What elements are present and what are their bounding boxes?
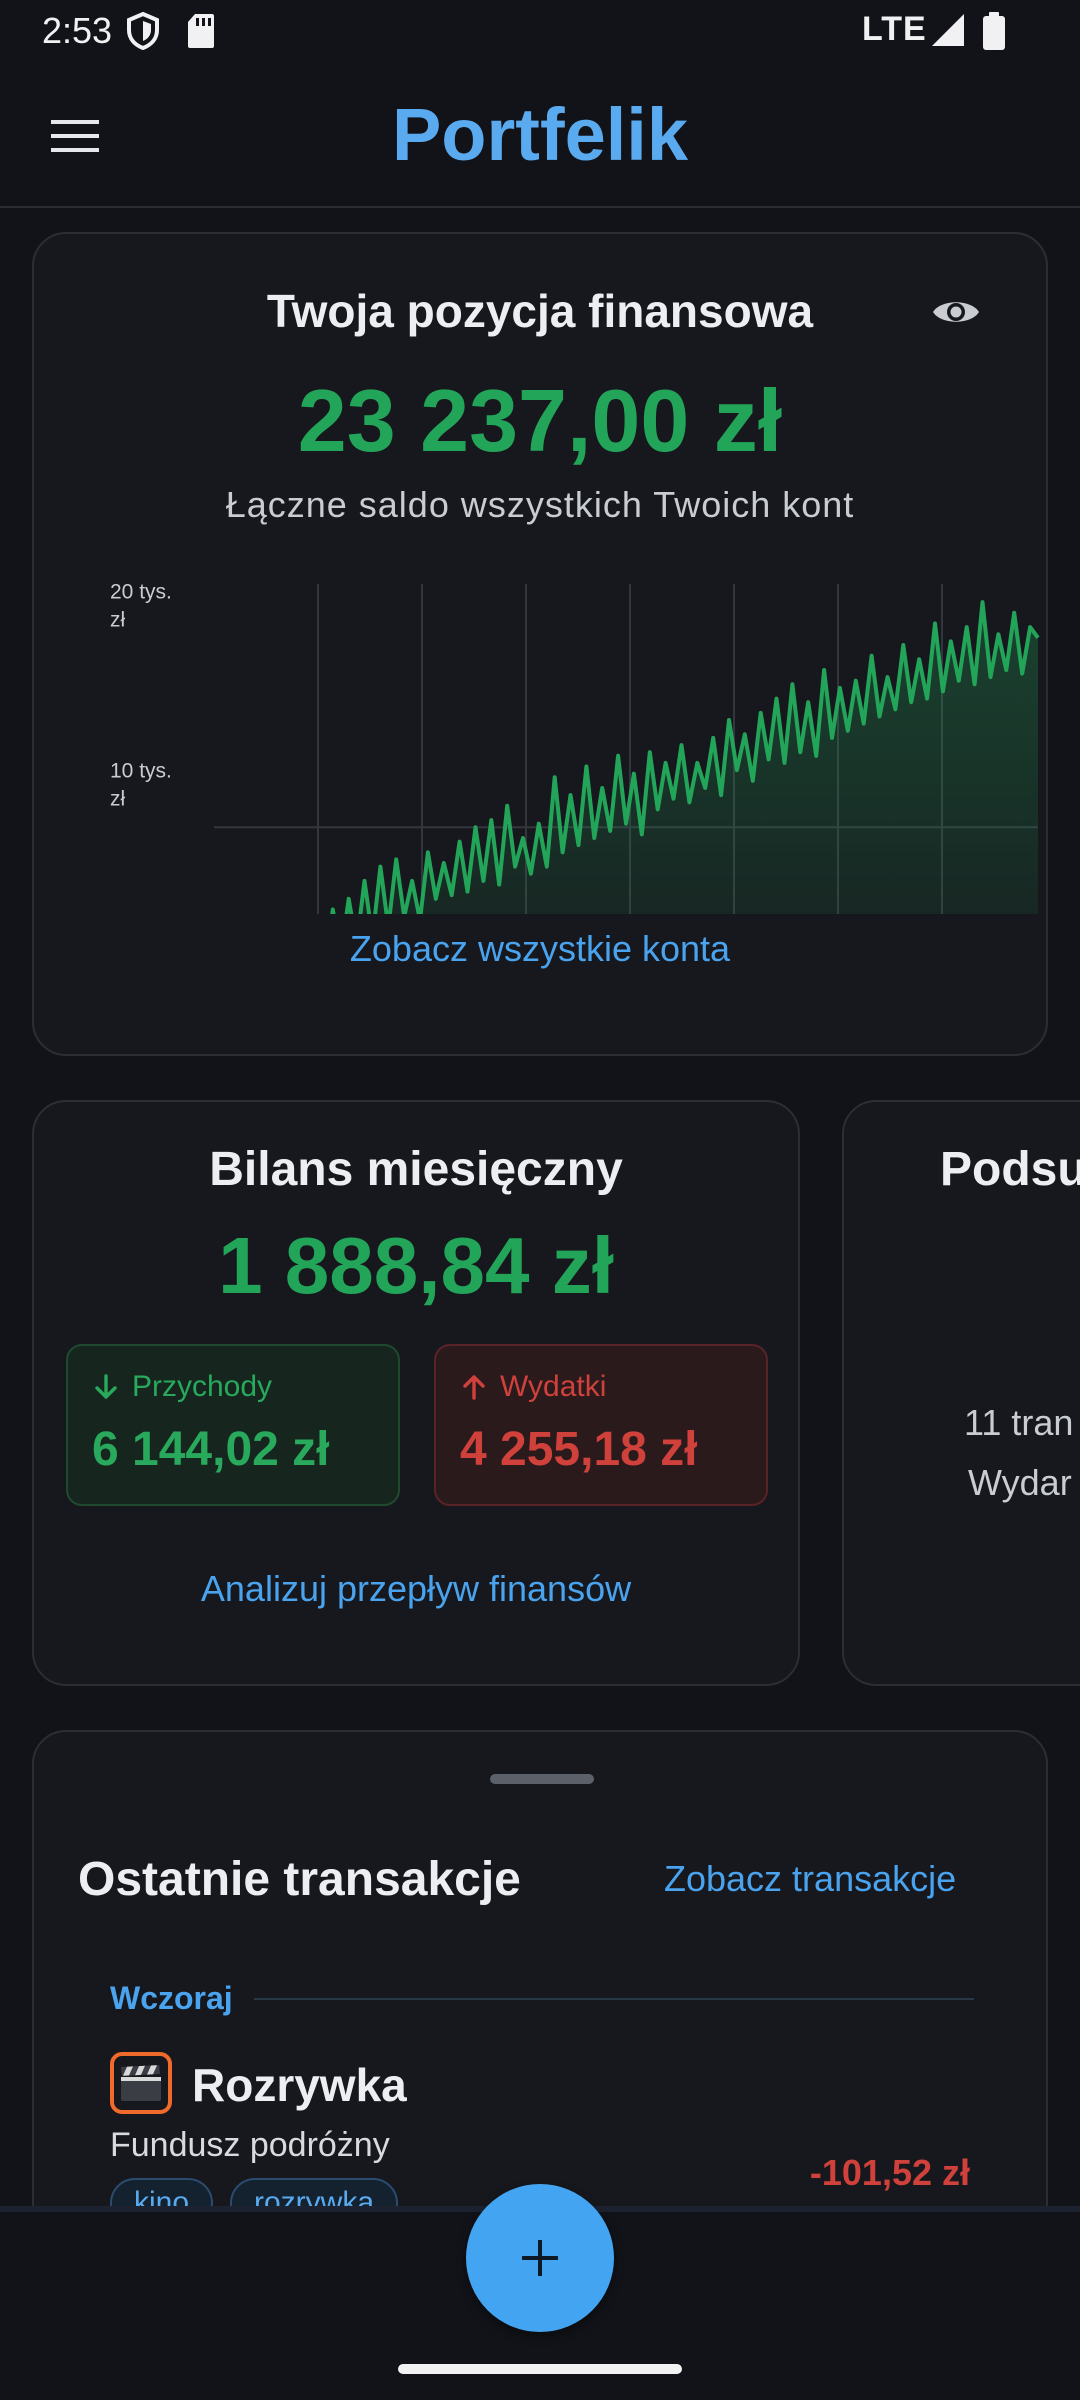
expense-box[interactable]: Wydatki 4 255,18 zł [434,1344,768,1506]
see-all-accounts-link[interactable]: Zobacz wszystkie konta [349,928,731,969]
status-time: 2:53 [42,10,113,51]
app-title: Portfelik [391,93,689,176]
transaction-amount: -101,52 zł [809,2152,970,2193]
sdcard-icon [186,12,216,55]
app-bar: Portfelik [0,64,1080,208]
date-divider [254,1998,974,2000]
drag-handle[interactable] [490,1774,594,1784]
home-indicator[interactable] [398,2364,682,2374]
balance-subtitle: Łączne saldo wszystkich Twoich kont [225,484,855,525]
summary-title: Podsu [940,1143,1080,1196]
financial-position-title: Twoja pozycja finansowa [266,285,814,337]
hamburger-menu-icon [51,120,99,152]
monthly-balance-title: Bilans miesięczny [209,1143,623,1196]
plus-icon [522,2240,558,2276]
income-label: Przychody [132,1370,273,1403]
expense-value: 4 255,18 zł [460,1423,698,1476]
chart-y-tick-label: 20 tys. zł [110,581,172,632]
date-header: Wczoraj [110,1980,233,2016]
arrow-down-icon [95,1374,117,1399]
menu-button[interactable] [30,106,120,166]
monthly-balance-value: 1 888,84 zł [218,1221,614,1310]
status-bar: 2:53 LTE [0,0,1080,64]
see-transactions-link[interactable]: Zobacz transakcje [664,1858,957,1899]
chart-series-line [330,600,1040,914]
summary-label: Wydar [968,1462,1072,1503]
income-value: 6 144,02 zł [92,1423,330,1476]
chart-y-tick-label: 10 tys. zł [110,759,172,810]
summary-transaction-count: 11 tran [964,1402,1074,1443]
income-box[interactable]: Przychody 6 144,02 zł [66,1344,400,1506]
total-balance: 23 237,00 zł [297,371,783,470]
signal-icon [930,12,966,53]
clapperboard-icon [110,2052,172,2114]
expense-label: Wydatki [500,1370,607,1403]
monthly-balance-card: Bilans miesięczny 1 888,84 zł Przychody … [32,1100,800,1686]
summary-gauge [1044,1282,1080,1392]
arrow-up-icon [463,1375,485,1400]
network-type: LTE [862,10,927,48]
add-transaction-button[interactable] [466,2184,614,2332]
chart-area [332,602,1038,914]
recent-transactions-title: Ostatnie transakcje [78,1853,521,1906]
transaction-account: Fundusz podróżny [110,2126,390,2164]
eye-icon [933,302,979,322]
summary-card[interactable]: Podsu 11 tran Wydar [842,1100,1080,1686]
battery-icon [982,12,1006,55]
analyze-cashflow-link[interactable]: Analizuj przepływ finansów [200,1568,632,1609]
financial-position-card: Twoja pozycja finansowa 23 237,00 zł Łąc… [32,232,1048,1056]
transaction-category[interactable]: Rozrywka [192,2059,407,2111]
toggle-visibility-button[interactable] [914,282,998,342]
shield-icon [126,11,160,55]
